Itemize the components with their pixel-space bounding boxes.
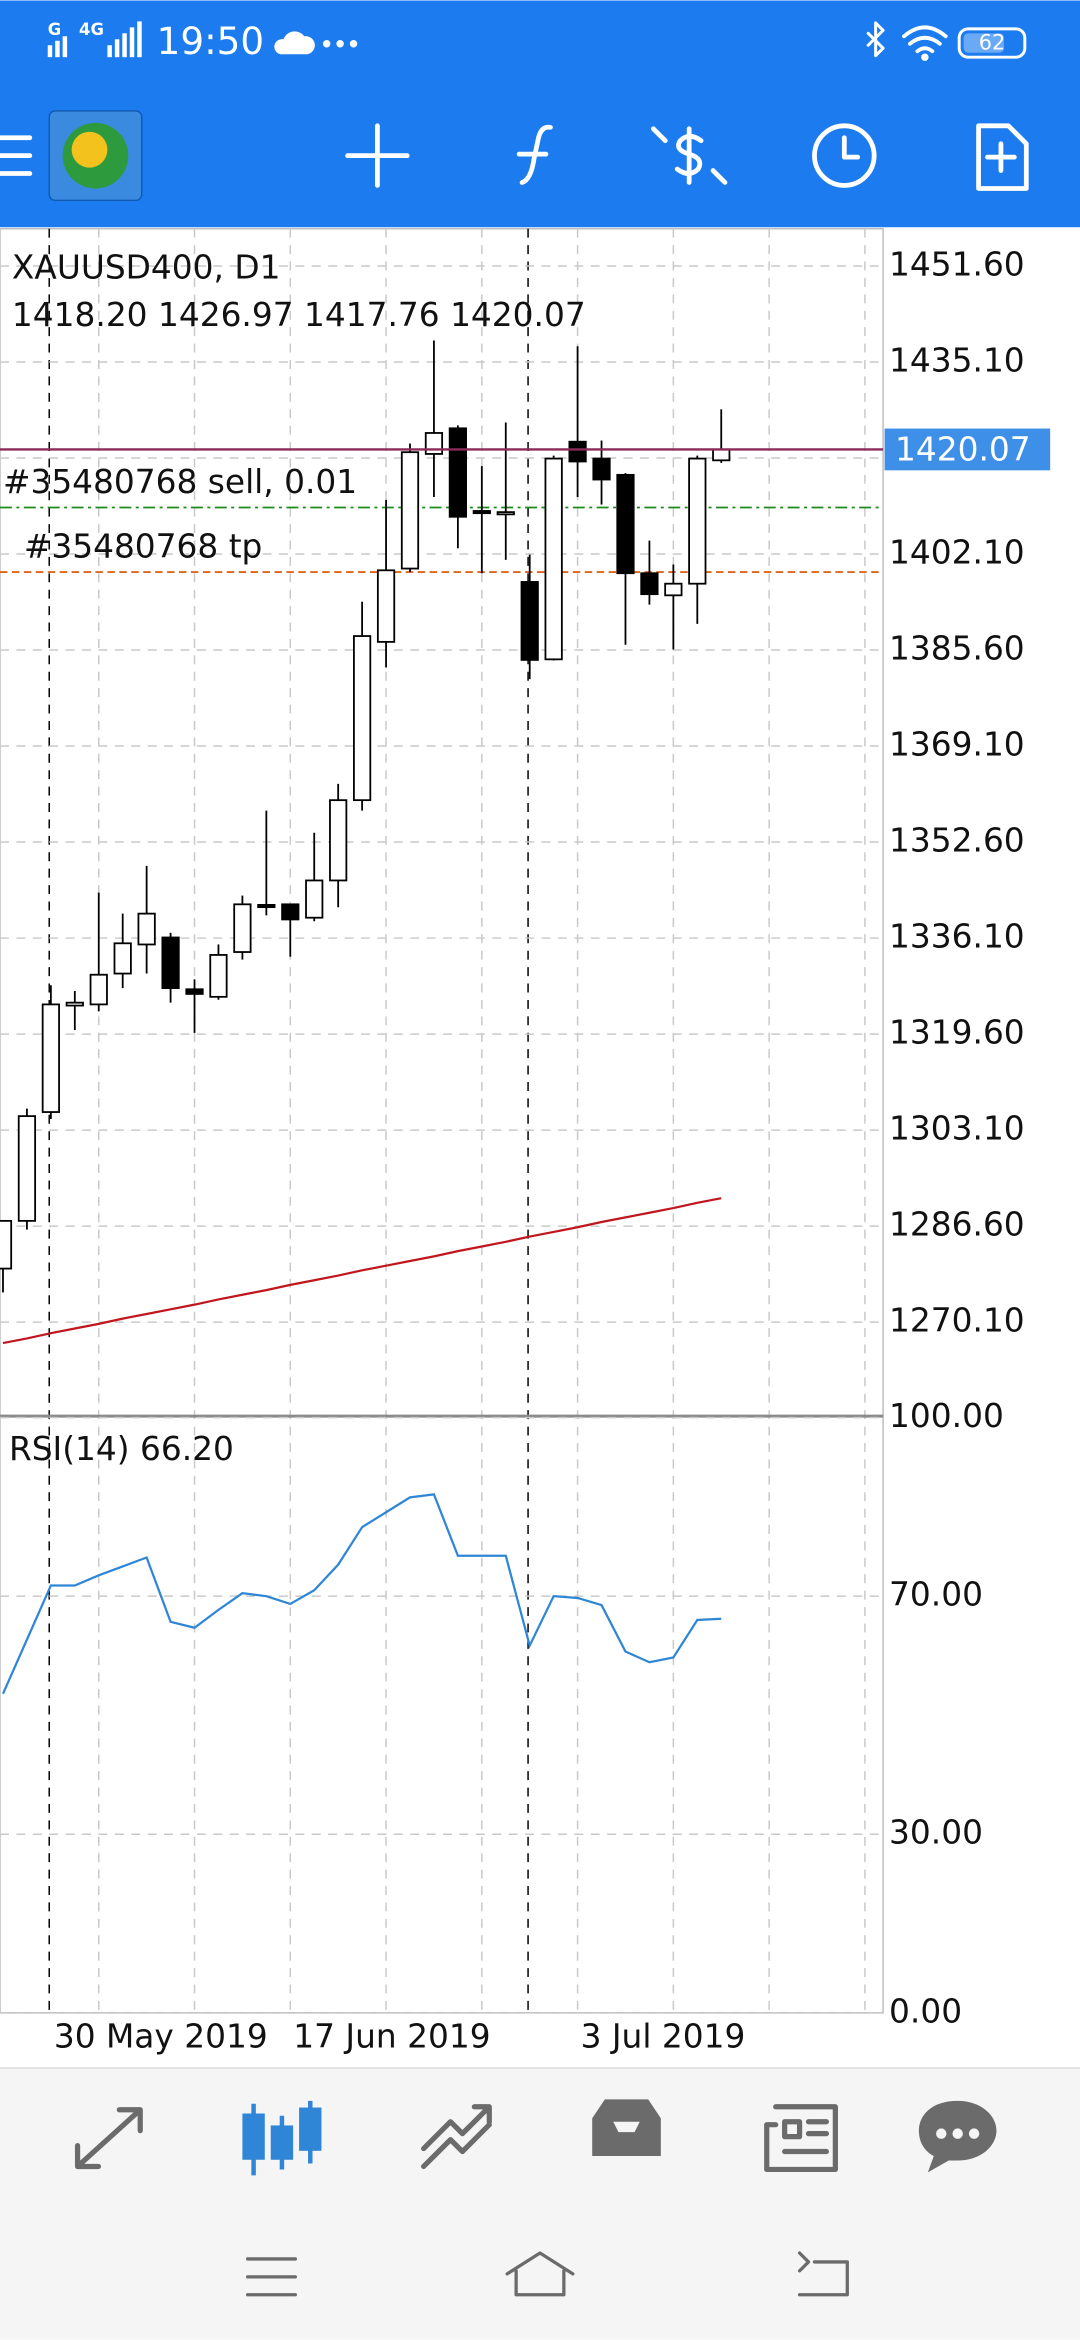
candle-body (400, 451, 420, 570)
bottom-nav (74, 2099, 997, 2297)
chart-frame (0, 227, 884, 2014)
candle-body (472, 510, 491, 515)
y-tick-label: 1385.60 (889, 630, 1025, 668)
order-label: #35480768 sell, 0.01 (3, 463, 357, 501)
y-tick-label: 0.00 (889, 1992, 962, 2030)
system-menu[interactable] (245, 2257, 297, 2297)
system-home[interactable] (505, 2251, 575, 2297)
candle-body (0, 1219, 13, 1270)
chat-dots (936, 2128, 980, 2139)
moving-average (2, 1197, 722, 1345)
candle-body (65, 1001, 84, 1007)
news-tab[interactable] (764, 2104, 838, 2173)
candle-body (664, 582, 683, 597)
y-tick-label: 1270.10 (889, 1302, 1025, 1340)
battery-frame (957, 27, 1027, 59)
history-tab[interactable] (592, 2099, 661, 2157)
y-tick-label: 1336.10 (889, 918, 1025, 956)
clock: 19:50 (157, 19, 264, 63)
candle-body (448, 427, 467, 518)
crosshair-button[interactable] (345, 123, 410, 188)
candle-body (568, 440, 587, 463)
candle-body (688, 457, 707, 585)
y-tick-label: 1303.10 (889, 1110, 1025, 1148)
y-tick-label: 70.00 (889, 1576, 983, 1614)
y-tick-label: 1286.60 (889, 1206, 1025, 1244)
candle-body (257, 904, 276, 909)
y-tick-label: 1319.60 (889, 1014, 1025, 1052)
candle-body (305, 879, 324, 919)
price-tag-label: 1420.07 (895, 430, 1031, 468)
candle-body (161, 936, 180, 990)
wifi-icon (902, 25, 948, 54)
y-tick-label: 100.00 (889, 1397, 1004, 1435)
trade-tab[interactable] (421, 2104, 492, 2170)
carrier: G (48, 20, 61, 39)
candle-body (640, 572, 659, 596)
chart-tab[interactable] (242, 2100, 322, 2176)
timeframe-button[interactable] (812, 123, 877, 188)
app-header (0, 0, 1080, 228)
wifi-dot (921, 53, 929, 61)
battery-level (963, 33, 1004, 53)
y-tick-label: 1352.60 (889, 822, 1025, 860)
trade-button[interactable] (650, 126, 728, 185)
chart-title: XAUUSD400, D1 (12, 249, 281, 287)
battery-text: 62 (979, 31, 1006, 55)
indicators-button[interactable] (516, 124, 553, 185)
candle-body (376, 569, 396, 643)
candle-body (209, 954, 228, 998)
y-tick-label: 30.00 (889, 1814, 983, 1852)
candle-body (281, 903, 300, 921)
new-order-button[interactable] (976, 123, 1029, 191)
candle-body (592, 457, 611, 481)
quotes-tab[interactable] (74, 2107, 143, 2170)
menu-button[interactable] (0, 135, 33, 176)
x-tick-label: 30 May 2019 (54, 2018, 268, 2056)
network: 4G (79, 20, 104, 39)
y-tick-label: 1435.10 (889, 341, 1025, 379)
candle-body (616, 473, 635, 575)
signal-icon (47, 21, 142, 58)
system-back[interactable] (797, 2251, 849, 2297)
price-tag (884, 428, 1051, 471)
candle-body (137, 912, 156, 946)
y-tick-label: 1451.60 (889, 245, 1025, 283)
clock-hands (841, 135, 861, 160)
candle-body (41, 1003, 60, 1113)
candle-body (113, 942, 132, 975)
candle-body (233, 903, 252, 953)
status-bar: G 4G 19:50 62 (47, 19, 1027, 63)
order-label: #35480768 tp (24, 528, 263, 566)
rsi-line (1, 1493, 722, 1695)
toolbar (0, 110, 1029, 202)
candle-body (520, 581, 539, 661)
bottom-area (0, 2068, 1080, 2340)
candle-body (17, 1115, 37, 1222)
candle-body (353, 635, 372, 802)
weather-icon (274, 31, 315, 55)
candle-body (329, 799, 348, 882)
plot: 1451.601435.101418.601402.101385.601369.… (0, 245, 1051, 2056)
candle-body (544, 457, 563, 661)
candle-body (89, 973, 108, 1006)
x-tick-label: 3 Jul 2019 (581, 2018, 746, 2056)
ohlc-text: 1418.20 1426.97 1417.76 1420.07 (12, 296, 586, 334)
candle-body (496, 511, 515, 516)
rsi-title: RSI(14) 66.20 (9, 1430, 234, 1468)
candle-body (185, 988, 204, 995)
bluetooth-icon (866, 21, 885, 58)
logo-coin (71, 131, 108, 168)
y-tick-label: 1369.10 (889, 726, 1025, 764)
y-tick-label: 1402.10 (889, 534, 1025, 572)
candle-body (424, 432, 444, 455)
more-icon (322, 40, 358, 48)
x-tick-label: 17 Jun 2019 (293, 2018, 490, 2056)
candle-body (712, 448, 731, 462)
